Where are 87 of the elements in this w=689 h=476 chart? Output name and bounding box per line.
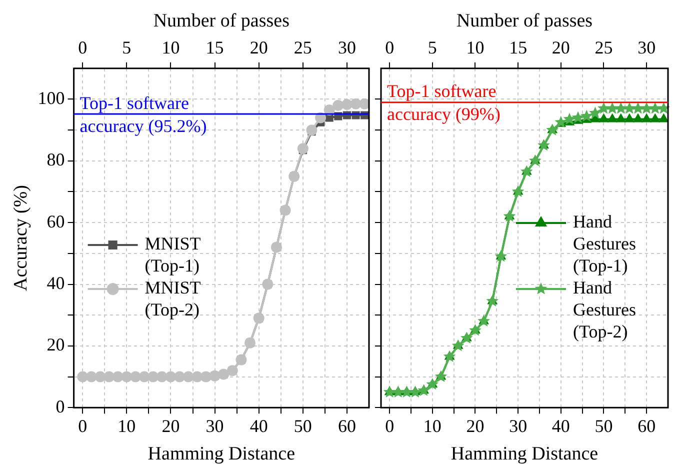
point xyxy=(192,371,203,382)
legend-label: MNIST (Top-1) xyxy=(144,234,201,276)
point xyxy=(494,250,508,262)
point xyxy=(623,102,636,114)
point xyxy=(503,210,516,222)
x2-axis-title: Number of passes xyxy=(456,10,593,32)
x2-tick-label: 20 xyxy=(552,37,570,58)
point xyxy=(469,324,482,336)
x-tick-label: 60 xyxy=(638,416,656,436)
x2-tick-label: 5 xyxy=(122,37,132,58)
legend-label: Hand Gestures (Top-1) xyxy=(573,212,636,276)
point xyxy=(658,114,668,122)
y-axis-title: Accuracy (%) xyxy=(10,184,32,292)
point xyxy=(607,114,618,122)
legend-label: Hand Gestures (Top-2) xyxy=(573,278,636,342)
y-tick-label: 80 xyxy=(46,150,65,170)
point xyxy=(341,98,352,110)
point xyxy=(598,102,610,114)
point xyxy=(588,106,602,118)
point xyxy=(332,100,344,111)
point xyxy=(529,154,542,166)
x-tick-label: 20 xyxy=(466,416,484,436)
y-tick-label: 60 xyxy=(46,211,65,232)
point xyxy=(658,102,670,114)
ref-line-label: Top-1 software accuracy (95.2%) xyxy=(80,92,207,136)
x-tick-label: 60 xyxy=(338,416,356,436)
x-axis-title: Hamming Distance xyxy=(450,444,598,465)
point xyxy=(633,114,643,122)
point xyxy=(306,124,318,136)
x-axis-title: Hamming Distance xyxy=(148,444,296,465)
point xyxy=(350,98,362,110)
x2-tick-label: 15 xyxy=(509,37,528,58)
point xyxy=(94,371,106,382)
point xyxy=(426,378,439,390)
point xyxy=(112,371,124,382)
x2-tick-label: 5 xyxy=(428,37,437,58)
x-tick-label: 30 xyxy=(509,416,528,436)
x-tick-label: 50 xyxy=(294,416,312,436)
point xyxy=(148,371,159,382)
x2-tick-label: 25 xyxy=(294,37,312,58)
point xyxy=(359,98,369,110)
point xyxy=(452,339,464,352)
point xyxy=(648,102,662,114)
point xyxy=(598,114,609,122)
point xyxy=(580,110,593,122)
point xyxy=(182,371,194,382)
point xyxy=(632,102,644,114)
point xyxy=(77,371,88,382)
x2-tick-label: 15 xyxy=(206,37,224,58)
x-tick-label: 10 xyxy=(423,416,442,436)
point xyxy=(165,371,176,382)
y-tick-label: 0 xyxy=(56,396,65,416)
point xyxy=(512,185,524,198)
legend-label: MNIST (Top-2) xyxy=(144,278,201,320)
y-tick-label: 20 xyxy=(46,334,65,355)
x2-tick-label: 0 xyxy=(78,37,88,58)
x-tick-label: 40 xyxy=(552,416,570,436)
x2-tick-label: 10 xyxy=(162,37,180,58)
point xyxy=(642,114,652,122)
y-tick-label: 100 xyxy=(38,88,65,108)
point xyxy=(640,102,653,114)
ref-line-label: Top-1 software accuracy (99%) xyxy=(387,81,500,124)
x-tick-label: 20 xyxy=(162,416,180,436)
x-tick-label: 40 xyxy=(250,416,268,436)
point xyxy=(606,102,618,114)
point xyxy=(650,114,660,122)
x-tick-label: 0 xyxy=(78,416,88,436)
x-tick-label: 30 xyxy=(206,416,224,436)
point xyxy=(538,138,550,151)
x-tick-label: 50 xyxy=(594,416,613,436)
x2-tick-label: 0 xyxy=(385,37,394,58)
point xyxy=(434,370,448,382)
x2-tick-label: 10 xyxy=(466,37,484,58)
point xyxy=(297,143,308,154)
y-tick-label: 40 xyxy=(46,272,65,293)
x2-tick-label: 30 xyxy=(338,37,356,58)
x2-tick-label: 20 xyxy=(250,37,268,58)
point xyxy=(121,371,132,382)
x-tick-label: 0 xyxy=(385,416,394,436)
point xyxy=(478,314,490,327)
x2-tick-label: 25 xyxy=(594,37,613,58)
point xyxy=(624,114,634,122)
point xyxy=(614,102,628,114)
point xyxy=(616,114,626,122)
x2-tick-label: 30 xyxy=(638,37,656,58)
x-tick-label: 10 xyxy=(118,416,136,436)
x2-axis-title: Number of passes xyxy=(153,10,290,32)
